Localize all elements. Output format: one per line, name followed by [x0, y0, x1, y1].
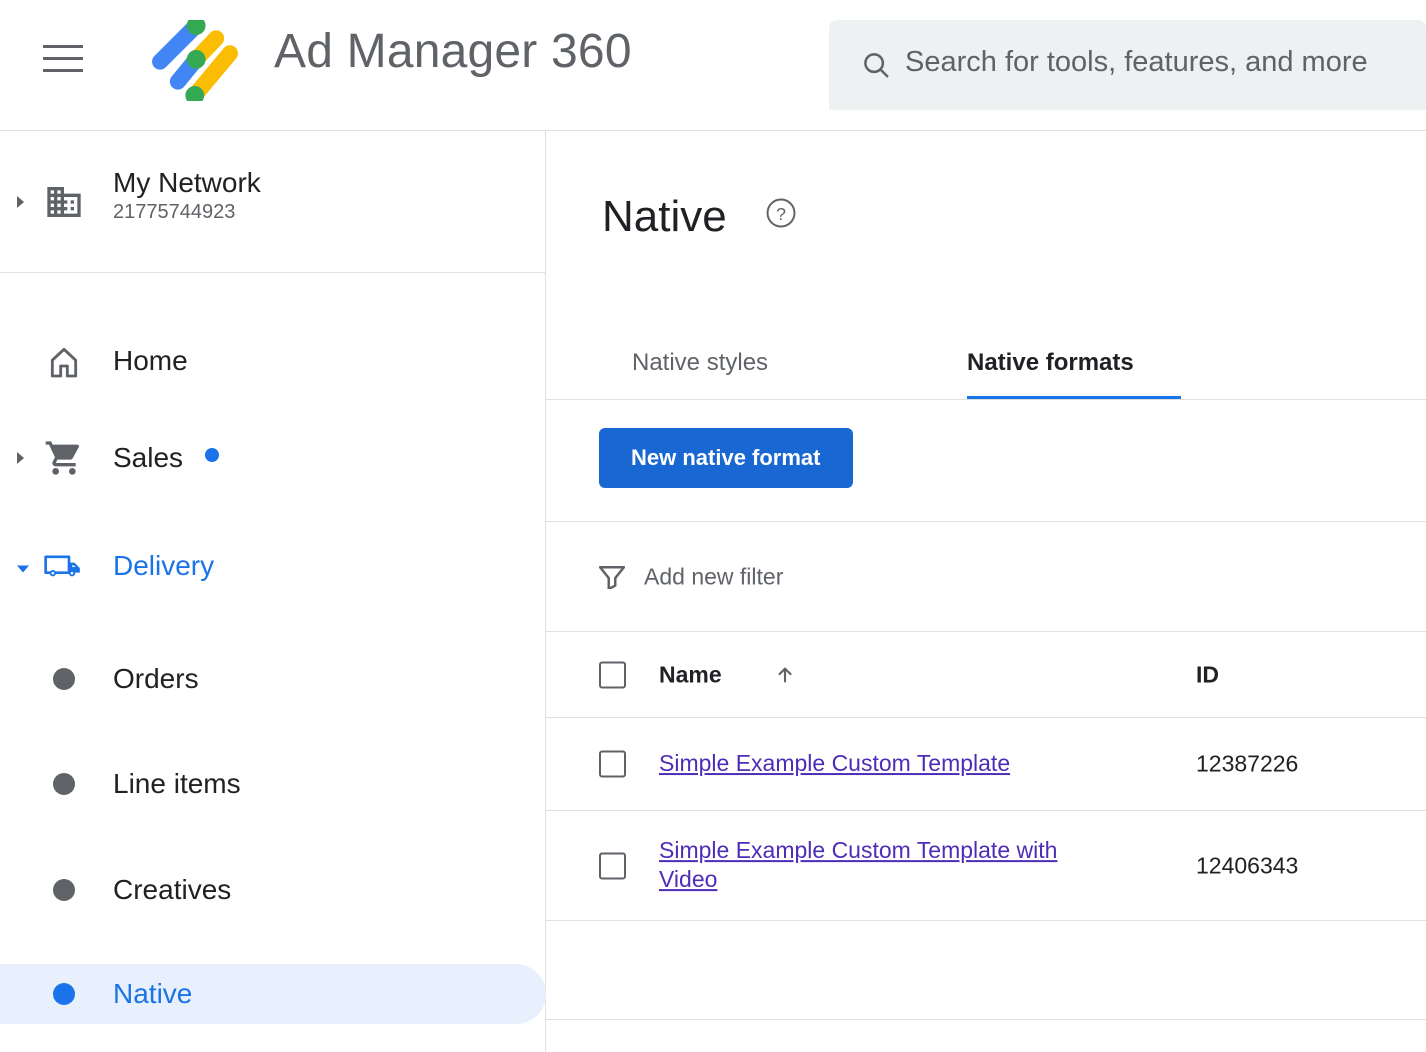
svg-text:?: ?: [776, 204, 786, 224]
